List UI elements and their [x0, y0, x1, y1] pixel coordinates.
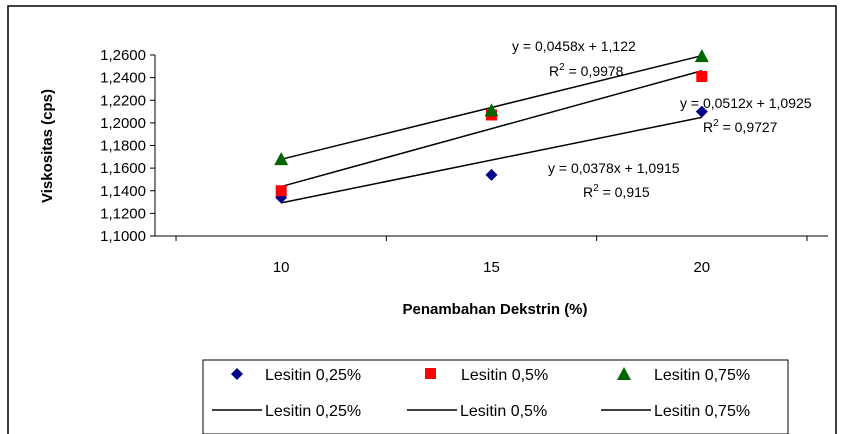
svg-text:R2 = 0,9978: R2 = 0,9978	[549, 62, 624, 79]
legend-label-line-lesitin-075: Lesitin 0,75%	[654, 403, 750, 420]
legend-marker-lesitin-05	[425, 368, 436, 379]
trendline-label-lesitin-075: y = 0,0458x + 1,122 R2 = 0,9978	[512, 38, 636, 79]
legend-label-marker-lesitin-05: Lesitin 0,5%	[461, 367, 548, 384]
equation-lesitin-075: y = 0,0458x + 1,122	[512, 38, 636, 54]
y-tick-label: 1,2600	[100, 47, 146, 64]
trendline-1	[280, 70, 703, 188]
legend-label-line-lesitin-025: Lesitin 0,25%	[265, 403, 361, 420]
r2-value-lesitin-025: = 0,915	[599, 184, 650, 200]
legend-label-marker-lesitin-025: Lesitin 0,25%	[265, 367, 361, 384]
y-tick-label: 1,1200	[100, 205, 146, 222]
y-ticks: 1,1000 1,1200 1,1400 1,1600 1,1800 1,2000 1,22…	[100, 47, 155, 245]
data-point-series-0	[485, 168, 498, 181]
x-axis-title: Penambahan Dekstrin (%)	[402, 301, 587, 318]
svg-text:R2 = 0,915: R2 = 0,915	[583, 183, 650, 200]
data-point-series-2	[274, 152, 289, 166]
plot-area: 1,1000 1,1200 1,1400 1,1600 1,1800 1,2000 1,22…	[100, 47, 828, 276]
x-tick-label: 10	[273, 259, 290, 276]
svg-text:R2 = 0,9727: R2 = 0,9727	[703, 118, 778, 135]
r2-label-lesitin-05: R	[703, 119, 713, 135]
r2-label-lesitin-075: R	[549, 63, 559, 79]
legend: Lesitin 0,25% Lesitin 0,5% Lesitin 0,75%…	[202, 359, 789, 434]
equation-lesitin-05: y = 0,0512x + 1,0925	[680, 95, 812, 111]
equation-lesitin-025: y = 0,0378x + 1,0915	[548, 160, 680, 176]
trendline-0	[281, 116, 702, 204]
legend-marker-lesitin-075	[617, 367, 631, 380]
chart-border	[7, 5, 837, 434]
y-tick-label: 1,1600	[100, 160, 146, 177]
x-ticks: 10 15 20	[175, 236, 808, 276]
r2-label-lesitin-025: R	[583, 184, 593, 200]
y-tick-label: 1,2400	[100, 70, 146, 87]
data-point-series-2	[694, 49, 709, 63]
y-tick-label: 1,1400	[100, 183, 146, 200]
x-tick-label: 20	[693, 259, 710, 276]
y-tick-label: 1,1800	[100, 138, 146, 155]
y-tick-label: 1,2000	[100, 115, 146, 132]
data-points	[274, 49, 709, 204]
trendline-label-lesitin-025: y = 0,0378x + 1,0915 R2 = 0,915	[548, 160, 680, 200]
trendline-label-lesitin-05: y = 0,0512x + 1,0925 R2 = 0,9727	[680, 95, 812, 135]
legend-label-marker-lesitin-075: Lesitin 0,75%	[654, 367, 750, 384]
legend-label-line-lesitin-05: Lesitin 0,5%	[460, 403, 547, 420]
r2-value-lesitin-05: = 0,9727	[719, 119, 778, 135]
data-point-series-1	[275, 185, 287, 197]
data-point-series-2	[484, 103, 499, 117]
legend-box	[202, 359, 789, 434]
r2-value-lesitin-075: = 0,9978	[565, 63, 624, 79]
y-tick-label: 1,2200	[100, 92, 146, 109]
y-tick-label: 1,1000	[100, 228, 146, 245]
data-point-series-1	[696, 70, 708, 82]
legend-marker-lesitin-025	[231, 368, 243, 380]
x-tick-label: 15	[483, 259, 500, 276]
data-point-series-0	[695, 105, 708, 118]
y-axis-title: Viskositas (cps)	[39, 89, 56, 203]
